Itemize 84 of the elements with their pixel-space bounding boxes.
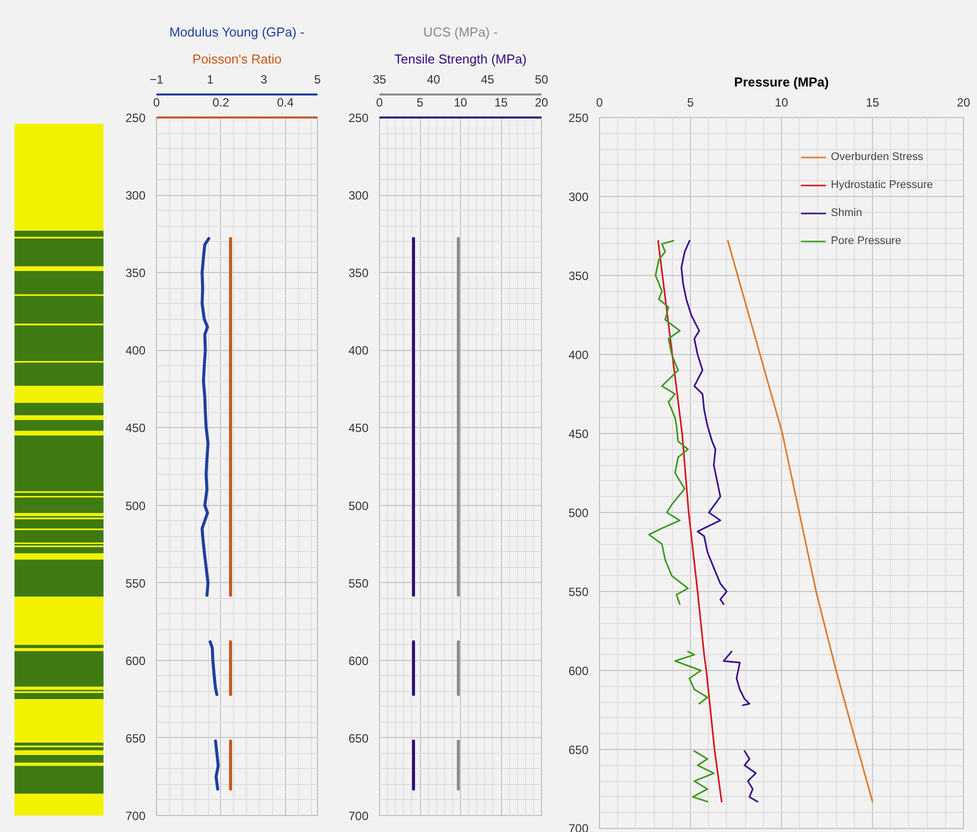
bar [14,547,104,554]
x-tick-label: 0 [596,96,604,110]
x-tick-label: 0.2 [212,96,230,110]
y-tick-label: 350 [348,266,369,280]
bar [14,402,104,416]
x2-tick-label: 5 [314,72,322,86]
y-tick-label: 250 [125,111,146,125]
x-axis-title: Tensile Strength (MPa) [394,52,527,66]
y-tick-label: 350 [125,266,146,280]
bar [14,266,104,272]
x-tick-label: 15 [494,96,508,110]
y-tick-label: 600 [568,664,589,678]
x-tick-label: 15 [866,96,880,110]
bar [14,513,104,516]
y-tick-label: 400 [568,348,589,362]
y-tick-label: 650 [348,731,369,746]
x-tick-label: 20 [534,96,548,110]
x2-axis-title: UCS (MPa) - [423,24,498,40]
x-axis-title: Poisson's Ratio [192,52,282,66]
x2-tick-label: 35 [372,72,386,86]
y-tick-label: 550 [348,576,369,590]
y-tick-label: 600 [125,654,146,668]
y-tick-label: 500 [568,506,589,520]
bar [14,124,104,231]
x2-tick-label: 50 [534,72,548,86]
bar [14,692,104,700]
x-axis-title: Pressure (MPa) [734,74,829,90]
bar [14,742,104,746]
x-tick-label: 10 [774,96,788,110]
bar [14,750,104,756]
x-tick-label: 10 [454,96,468,110]
x2-tick-label: −1 [150,72,164,86]
y-tick-label: 600 [348,654,369,668]
x2-tick-label: 3 [260,72,268,86]
y-tick-label: 550 [568,585,589,599]
legend-label: Hydrostatic Pressure [830,179,933,191]
y-tick-label: 500 [125,498,146,513]
x2-tick-label: 40 [426,72,440,86]
bar [14,430,104,436]
bar [14,553,104,560]
legend-label: Pore Pressure [830,235,902,247]
bar [14,794,104,816]
y-tick-label: 550 [125,576,146,590]
y-tick-label: 500 [348,498,369,513]
bar [14,766,104,794]
bar [14,644,104,648]
x-tick-label: 5 [416,96,424,110]
bar [14,386,104,403]
bar [14,762,104,766]
bar [14,596,104,645]
bar [14,560,104,597]
y-tick-label: 450 [348,421,369,436]
x-tick-label: 20 [956,96,970,110]
x-tick-label: 0.4 [276,96,294,110]
bar [14,755,104,763]
legend-label: Overburden Stress [830,151,924,163]
x-tick-label: 0 [376,96,384,110]
bar [14,699,104,743]
x2-axis-title: Modulus Young (GPa) - [169,24,304,40]
y-tick-label: 650 [568,743,589,757]
y-tick-label: 700 [125,809,146,823]
y-tick-label: 400 [125,344,146,358]
y-tick-label: 400 [348,344,369,358]
y-tick-label: 300 [125,188,146,203]
y-tick-label: 300 [568,190,589,204]
x-tick-label: 5 [687,96,694,110]
bar [14,415,104,420]
bar [14,686,104,690]
x2-tick-label: 1 [206,72,214,86]
x2-tick-label: 45 [480,72,494,86]
y-tick-label: 250 [568,111,589,125]
y-tick-label: 300 [348,188,369,203]
y-tick-label: 650 [125,731,146,746]
bar [14,651,104,687]
y-tick-label: 450 [568,427,589,441]
y-tick-label: 700 [348,809,369,823]
bar [14,648,104,652]
bar [14,747,104,750]
legend-label: Shmin [830,207,862,219]
y-tick-label: 250 [348,111,369,125]
y-tick-label: 450 [125,421,146,436]
y-tick-label: 350 [568,269,589,283]
x-tick-label: 0 [153,96,160,110]
bar [14,420,104,431]
